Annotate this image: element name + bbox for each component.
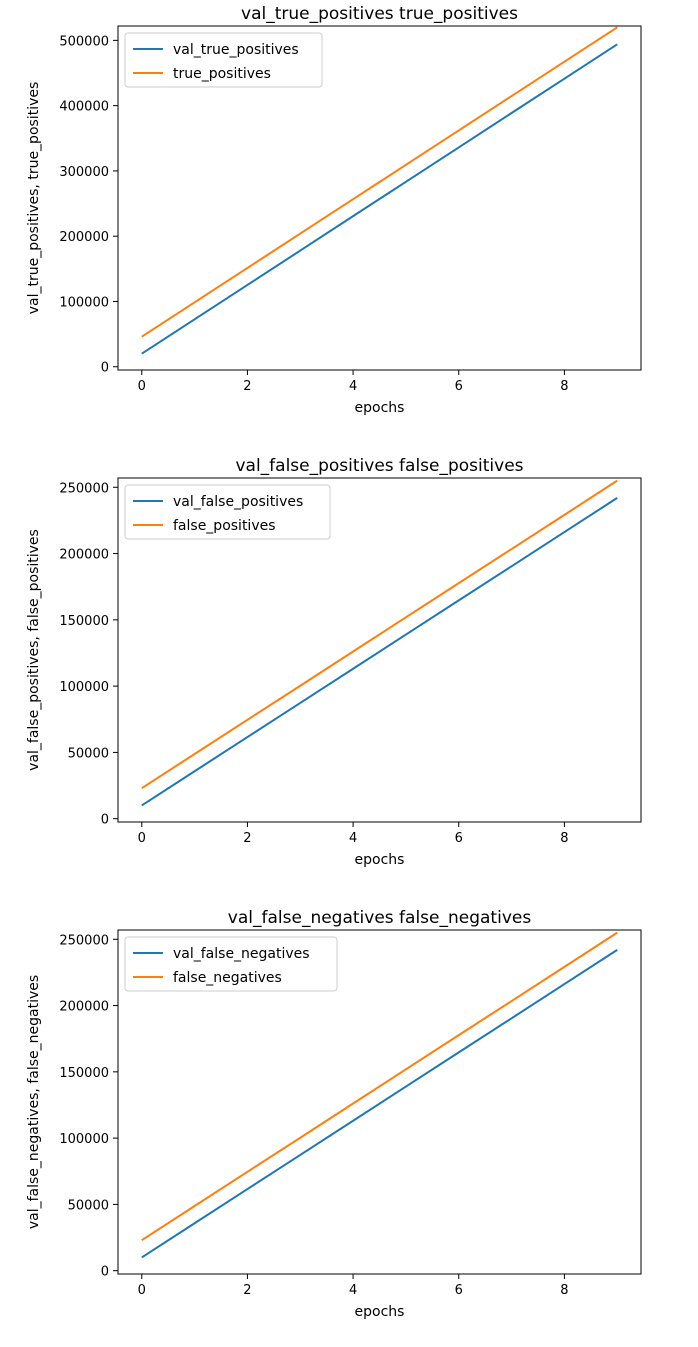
legend-label: val_true_positives [173,42,299,58]
y-tick-label: 500000 [59,34,109,49]
y-axis-label: val_true_positives, true_positives [26,82,42,315]
y-tick-label: 300000 [59,165,109,180]
legend-label: false_positives [173,518,276,534]
series-line-true_positives [141,26,618,338]
legend-box [124,484,331,540]
series-line-val_false_negatives [141,949,618,1259]
x-axis-label: epochs [355,1304,405,1320]
y-tick-label: 0 [101,1265,109,1280]
x-tick-label: 4 [349,831,357,846]
x-tick-label: 0 [138,379,146,394]
y-tick-label: 0 [101,813,109,828]
y-tick-label: 50000 [68,1198,109,1213]
y-tick-label: 400000 [59,100,109,115]
series-line-val_false_positives [141,497,618,807]
plot-frame [117,25,642,371]
y-axis-label: val_false_negatives, false_negatives [26,975,42,1229]
y-tick-label: 200000 [59,548,109,563]
y-axis-label: val_false_positives, false_positives [26,529,42,771]
x-tick-label: 6 [455,1283,463,1298]
legend-label: false_negatives [173,970,282,986]
x-tick-label: 0 [138,831,146,846]
y-tick-label: 50000 [68,746,109,761]
x-tick-label: 8 [560,1283,568,1298]
series-line-false_negatives [141,931,618,1242]
y-tick-label: 200000 [59,230,109,245]
y-tick-label: 0 [101,361,109,376]
chart-true-positives: val_true_positives true_positives 0 2 4 6 8 0 1… [26,4,642,416]
plot-frame [117,929,642,1275]
series-line-false_positives [141,479,618,790]
legend-label: true_positives [173,66,271,82]
x-tick-label: 6 [455,379,463,394]
y-tick-label: 100000 [59,680,109,695]
y-tick-label: 150000 [59,614,109,629]
chart-title: val_true_positives true_positives [241,4,518,24]
chart-title: val_false_positives false_positives [235,456,523,476]
plot-frame [117,477,642,823]
series-line-val_true_positives [141,43,618,355]
x-tick-label: 4 [349,379,357,394]
y-tick-label: 150000 [59,1066,109,1081]
y-tick-label: 100000 [59,295,109,310]
legend-label: val_false_negatives [173,946,310,962]
x-axis-label: epochs [355,852,405,868]
x-tick-label: 2 [243,831,251,846]
x-tick-label: 2 [243,379,251,394]
y-tick-label: 100000 [59,1132,109,1147]
chart-false-positives: val_false_positives false_positives 0 2 4 6 8… [26,456,642,868]
x-tick-label: 2 [243,1283,251,1298]
legend-box [124,32,323,88]
chart-false-negatives: val_false_negatives false_negatives 0 2 4 6 8… [26,908,642,1320]
x-tick-label: 0 [138,1283,146,1298]
legend-box [124,936,338,992]
y-tick-label: 200000 [59,1000,109,1015]
legend-label: val_false_positives [173,494,303,510]
x-tick-label: 8 [560,379,568,394]
x-tick-label: 6 [455,831,463,846]
x-tick-label: 4 [349,1283,357,1298]
y-tick-label: 250000 [59,933,109,948]
y-tick-label: 250000 [59,481,109,496]
x-axis-label: epochs [355,400,405,416]
x-tick-label: 8 [560,831,568,846]
chart-title: val_false_negatives false_negatives [228,908,532,928]
